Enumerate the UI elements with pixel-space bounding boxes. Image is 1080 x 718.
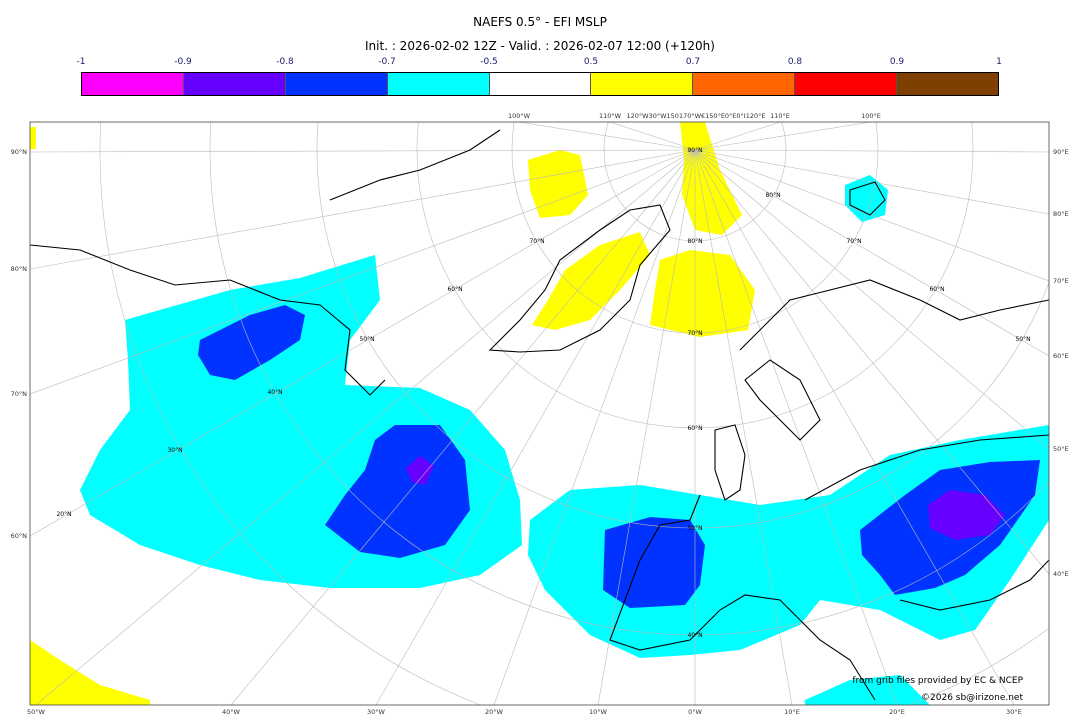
- map-title: NAEFS 0.5° - EFI MSLP: [473, 15, 607, 29]
- graticule: [30, 122, 1049, 705]
- efi-area-cyan-bottom: [805, 675, 930, 705]
- colorbar-tick: 0.9: [889, 57, 905, 67]
- efi-area-blue-atlantic: [325, 425, 470, 558]
- latitude-label: 90°N: [687, 147, 702, 154]
- colorbar-tick: -0.7: [378, 57, 396, 67]
- latitude-label: 60°N: [447, 286, 462, 293]
- colorbar-tick: 0.5: [583, 57, 599, 67]
- latitude-label: 40°N: [687, 632, 702, 639]
- colorbar: [81, 72, 999, 96]
- bottom-axis-label: 0°W: [688, 708, 702, 716]
- colorbar-tick: 1: [996, 57, 1002, 67]
- right-axis-label: 40°E: [1053, 570, 1069, 578]
- left-axis-label: 90°N: [11, 148, 28, 156]
- map-subtitle: Init. : 2026-02-02 12Z - Valid. : 2026-0…: [365, 39, 715, 53]
- efi-area-purple-atlantic: [406, 456, 434, 485]
- bottom-axis-label: 50°W: [27, 708, 46, 716]
- right-axis-label: 50°E: [1053, 445, 1069, 453]
- copyright: ©2026 sb@irizone.net: [921, 693, 1023, 703]
- top-axis-label: 110°W: [599, 112, 622, 120]
- latitude-label: 80°N: [687, 238, 702, 245]
- data-source-credit: from grib files provided by EC & NCEP: [852, 676, 1023, 686]
- bottom-axis-label: 40°W: [222, 708, 241, 716]
- efi-area-purple-balkans: [928, 490, 1005, 540]
- efi-area-cyan-atlantic: [80, 255, 522, 588]
- latitude-label: 50°N: [687, 525, 702, 532]
- colorbar-tick: 0.8: [787, 57, 803, 67]
- bottom-axis-label: 10°E: [784, 708, 800, 716]
- coastlines: [30, 129, 1049, 701]
- latitude-label: 50°N: [1015, 336, 1030, 343]
- left-axis-label: 70°N: [11, 390, 28, 398]
- efi-area-yellow-canada: [528, 150, 588, 218]
- colorbar-swatch: [387, 73, 490, 95]
- right-axis-label: 80°E: [1053, 210, 1069, 218]
- colorbar-tick: -1: [76, 57, 86, 67]
- latitude-label: 70°N: [687, 330, 702, 337]
- efi-area-yellow-sw: [30, 640, 150, 705]
- top-axis-label: 110°E: [770, 112, 790, 120]
- latitude-label: 60°N: [929, 286, 944, 293]
- colorbar-swatch: [489, 73, 592, 95]
- latitude-label: 60°N: [687, 425, 702, 432]
- colorbar-swatch: [82, 73, 184, 95]
- bottom-axis-label: 10°W: [589, 708, 608, 716]
- latitude-label: 50°N: [359, 336, 374, 343]
- map-frame: [29, 121, 1050, 706]
- efi-area-yellow-pole: [680, 122, 742, 235]
- colorbar-swatch: [897, 73, 999, 95]
- latitude-label: 40°N: [267, 389, 282, 396]
- bottom-axis-label: 20°W: [485, 708, 504, 716]
- latitude-label: 70°N: [846, 238, 861, 245]
- colorbar-tick: 0.7: [685, 57, 701, 67]
- colorbar-swatch: [285, 73, 388, 95]
- right-axis-label: 60°E: [1053, 352, 1069, 360]
- efi-area-yellow-greenland: [532, 232, 650, 330]
- latitude-label: 70°N: [529, 238, 544, 245]
- bottom-axis-label: 20°E: [889, 708, 905, 716]
- right-axis-label: 70°E: [1053, 277, 1069, 285]
- right-axis-label: 90°E: [1053, 148, 1069, 156]
- top-axis-label: 100°W: [508, 112, 531, 120]
- efi-area-blue-france: [603, 517, 705, 608]
- colorbar-tick: -0.8: [276, 57, 294, 67]
- colorbar-swatch: [183, 73, 286, 95]
- latitude-label: 80°N: [765, 192, 780, 199]
- left-axis-label: 80°N: [11, 265, 28, 273]
- efi-area-yellow-nw: [30, 127, 36, 149]
- colorbar-swatch: [693, 73, 796, 95]
- bottom-axis-label: 30°E: [1006, 708, 1022, 716]
- bottom-axis-label: 30°W: [367, 708, 386, 716]
- colorbar-tick: -0.9: [174, 57, 192, 67]
- colorbar-swatch: [591, 73, 694, 95]
- latitude-label: 20°N: [56, 511, 71, 518]
- colorbar-swatch: [795, 73, 898, 95]
- efi-area-yellow-svalbard: [650, 250, 755, 337]
- colorbar-tick: -0.5: [480, 57, 498, 67]
- latitude-label: 30°N: [167, 447, 182, 454]
- top-axis-label: 120°W30°W150170°W€150°E0°E0°I120°E: [627, 112, 766, 120]
- top-axis-label: 100°E: [861, 112, 881, 120]
- left-axis-label: 60°N: [11, 532, 28, 540]
- efi-area-cyan-novaya: [845, 175, 888, 222]
- efi-area-blue-labrador: [198, 305, 305, 380]
